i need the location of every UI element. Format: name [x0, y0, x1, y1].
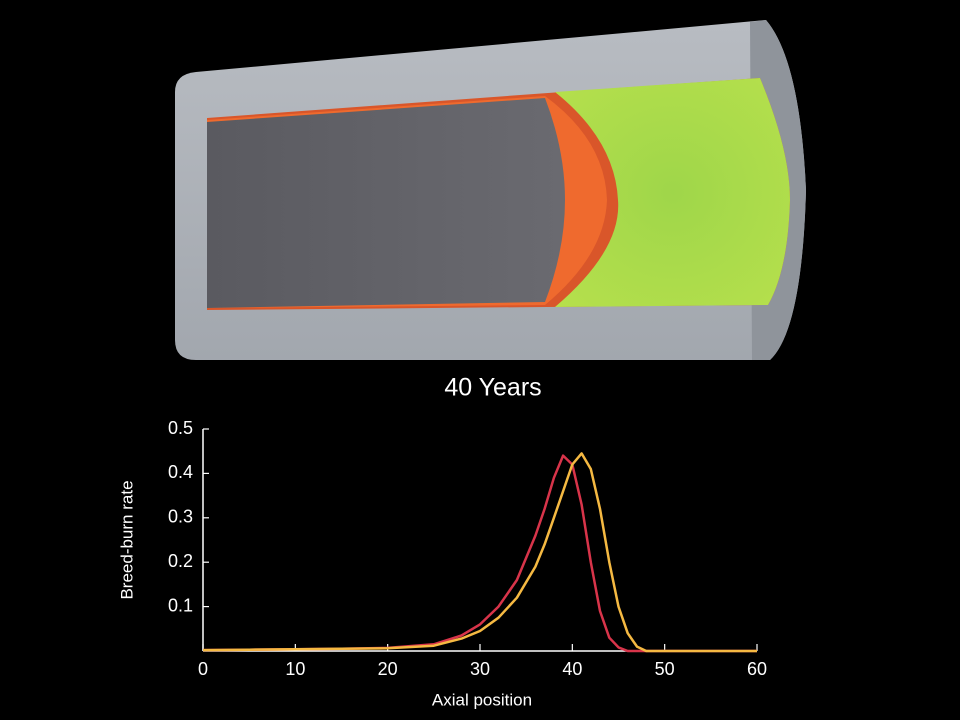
x-tick-label: 0 [198, 659, 208, 679]
y-tick-label: 0.3 [168, 507, 193, 527]
y-axis-label: Breed-burn rate [117, 480, 136, 599]
y-tick-label: 0.1 [168, 595, 193, 615]
x-tick-label: 40 [562, 659, 582, 679]
x-tick-label: 30 [470, 659, 490, 679]
reactor-render [175, 20, 806, 360]
y-tick-label: 0.2 [168, 551, 193, 571]
x-tick-label: 20 [378, 659, 398, 679]
chart-title: 40 Years [444, 374, 541, 402]
x-axis-label: Axial position [432, 690, 532, 709]
x-tick-label: 50 [655, 659, 675, 679]
series-line [202, 454, 757, 653]
series-line [202, 452, 757, 653]
y-tick-label: 0.4 [168, 462, 193, 482]
y-tick-label: 0.5 [168, 418, 193, 438]
x-tick-label: 60 [747, 659, 767, 679]
x-tick-label: 10 [285, 659, 305, 679]
